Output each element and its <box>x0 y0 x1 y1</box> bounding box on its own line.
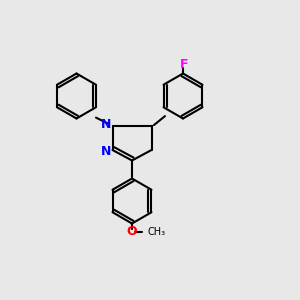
Text: N: N <box>101 145 111 158</box>
Text: CH₃: CH₃ <box>147 227 165 237</box>
Text: F: F <box>180 58 189 71</box>
Text: N: N <box>101 118 111 131</box>
Text: O: O <box>127 225 137 239</box>
